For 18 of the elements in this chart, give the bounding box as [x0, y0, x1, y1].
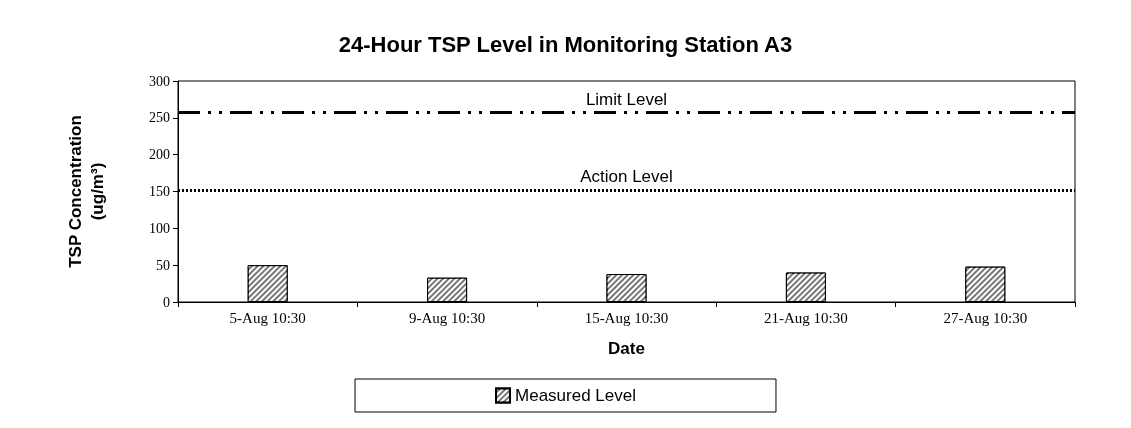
y-tick-label: 100: [149, 220, 170, 236]
y-tick-label: 50: [156, 257, 170, 273]
legend-label: Measured Level: [515, 386, 636, 405]
x-tick-label: 21-Aug 10:30: [764, 309, 848, 326]
ref-line-label: Action Level: [580, 167, 673, 187]
ref-line-label: Limit Level: [585, 89, 668, 109]
x-tick-label: 15-Aug 10:30: [584, 309, 669, 326]
x-tick-label: 5-Aug 10:30: [229, 309, 306, 326]
y-tick-label: 150: [149, 184, 170, 199]
y-tick-label: 0: [163, 294, 170, 310]
y-tick-label: 300: [149, 73, 170, 89]
x-tick-label: 27-Aug 10:30: [943, 309, 1028, 326]
y-tick-label: 250: [149, 110, 170, 126]
y-tick-label: 200: [149, 147, 170, 163]
chart-title: 24-Hour TSP Level in Monitoring Station A3: [338, 31, 793, 57]
y-axis-title: TSP Concentration (ug/m³): [65, 115, 107, 268]
x-axis-title: Date: [608, 339, 645, 358]
x-tick-label: 9-Aug 10:30: [408, 309, 486, 326]
